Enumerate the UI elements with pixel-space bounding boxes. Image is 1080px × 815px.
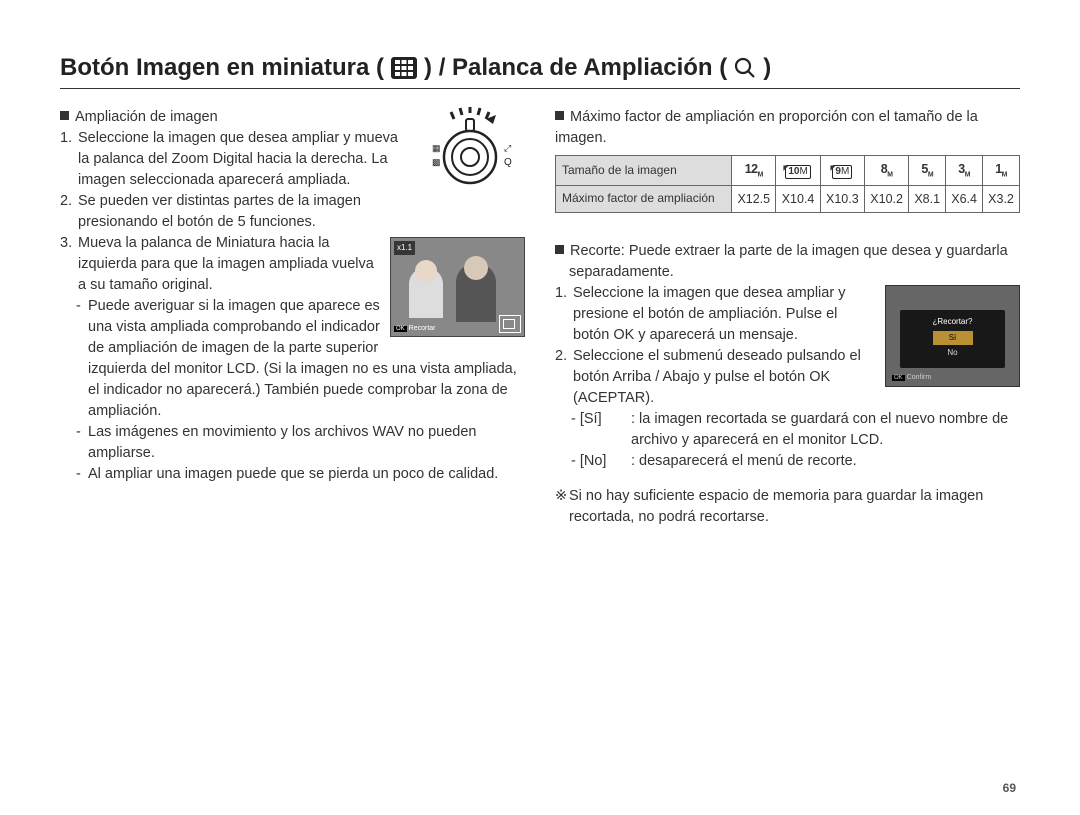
factor-cell: X10.3 xyxy=(820,185,864,212)
size-cell: ◤10M xyxy=(776,156,820,185)
left-dash-2: Las imágenes en movimiento y los archivo… xyxy=(60,422,525,464)
recorte-si: - [Sí] : la imagen recortada se guardará… xyxy=(555,409,1020,451)
size-cell: 3M xyxy=(946,156,983,185)
size-cell: ◤9M xyxy=(820,156,864,185)
page-number: 69 xyxy=(1003,781,1016,795)
size-row-label: Tamaño de la imagen xyxy=(556,156,732,185)
factor-cell: X12.5 xyxy=(732,185,776,212)
size-cell: 1M xyxy=(983,156,1020,185)
recorte-no: - [No] : desaparecerá el menú de recorte… xyxy=(555,451,1020,472)
size-cell: 12M xyxy=(732,156,776,185)
right-column: Máximo factor de ampliación en proporció… xyxy=(555,107,1020,528)
magnifier-icon xyxy=(733,56,757,80)
factor-cell: X8.1 xyxy=(909,185,946,212)
left-step-3: 3.Mueva la palanca de Miniatura hacia la… xyxy=(60,233,525,296)
factor-row-label: Máximo factor de ampliación xyxy=(556,185,732,212)
recorte-step-1: 1.Seleccione la imagen que desea ampliar… xyxy=(555,283,1020,346)
square-bullet-icon xyxy=(555,245,564,254)
size-cell: 8M xyxy=(864,156,908,185)
title-part1: Botón Imagen en miniatura ( xyxy=(60,54,384,82)
left-step-1: 1.Seleccione la imagen que desea ampliar… xyxy=(60,128,525,191)
square-bullet-icon xyxy=(555,111,564,120)
table-row-sizes: Tamaño de la imagen 12M◤10M◤9M8M5M3M1M xyxy=(556,156,1020,185)
table-row-factors: Máximo factor de ampliación X12.5X10.4X1… xyxy=(556,185,1020,212)
right-heading: Máximo factor de ampliación en proporció… xyxy=(555,107,1020,149)
factor-cell: X3.2 xyxy=(983,185,1020,212)
size-cell: 5M xyxy=(909,156,946,185)
left-step-2: 2.Se pueden ver distintas partes de la i… xyxy=(60,191,525,233)
square-bullet-icon xyxy=(60,111,69,120)
page-title-row: Botón Imagen en miniatura ( ) / Palanca … xyxy=(60,54,1020,89)
recorte-heading: Recorte: Puede extraer la parte de la im… xyxy=(555,241,1020,283)
manual-page: Botón Imagen en miniatura ( ) / Palanca … xyxy=(0,0,1080,815)
title-part2: ) / Palanca de Ampliación ( xyxy=(424,54,727,82)
left-dash-3: Al ampliar una imagen puede que se pierd… xyxy=(60,464,525,485)
left-dash-1: Puede averiguar si la imagen que aparece… xyxy=(60,296,525,422)
recorte-step-2: 2.Seleccione el submenú deseado pulsando… xyxy=(555,346,1020,409)
zoom-factor-table: Tamaño de la imagen 12M◤10M◤9M8M5M3M1M M… xyxy=(555,155,1020,213)
memory-note: Si no hay suficiente espacio de memoria … xyxy=(555,486,1020,528)
factor-cell: X10.4 xyxy=(776,185,820,212)
factor-cell: X10.2 xyxy=(864,185,908,212)
thumbnail-grid-icon xyxy=(390,56,418,80)
factor-cell: X6.4 xyxy=(946,185,983,212)
title-part3: ) xyxy=(763,54,771,82)
left-column: ▦ ▩ ⤢ Q Ampliación de imagen 1.Seleccion… xyxy=(60,107,525,528)
